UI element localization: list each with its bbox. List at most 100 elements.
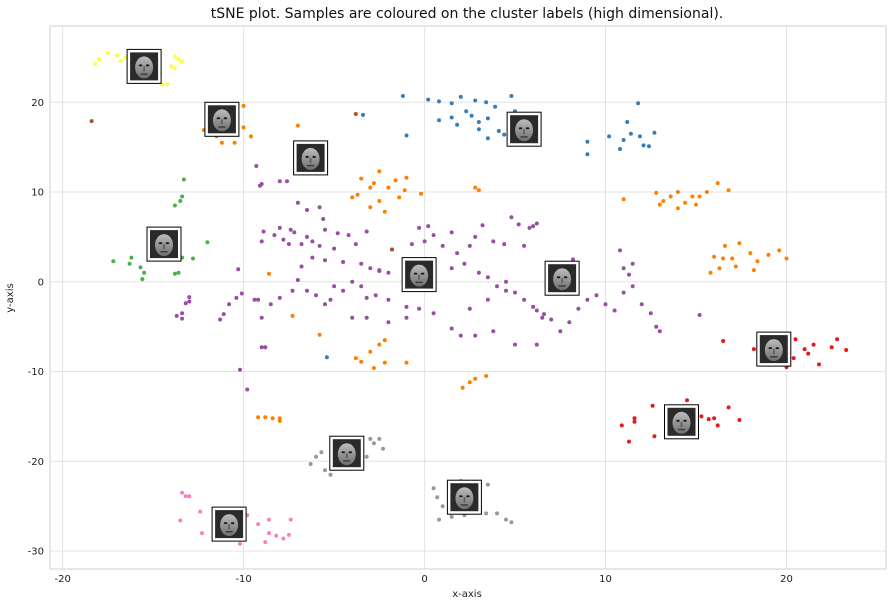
data-point-orange bbox=[359, 176, 364, 181]
data-point-purple bbox=[239, 291, 244, 296]
data-point-orange bbox=[359, 359, 364, 364]
data-point-purple bbox=[285, 179, 289, 184]
data-point-red bbox=[699, 414, 704, 419]
data-point-orange bbox=[382, 360, 387, 365]
data-point-purple bbox=[476, 270, 481, 275]
data-point-gray bbox=[371, 441, 376, 446]
face-eye-left bbox=[518, 127, 523, 130]
data-point-red bbox=[829, 345, 834, 350]
face-thumbnail bbox=[126, 48, 162, 84]
data-point-purple bbox=[549, 317, 554, 322]
data-point-orange bbox=[715, 181, 720, 186]
data-point-purple bbox=[221, 312, 226, 317]
data-point-gray bbox=[504, 517, 508, 522]
data-point-purple bbox=[252, 297, 257, 302]
data-point-orange bbox=[368, 185, 373, 190]
data-point-green bbox=[178, 199, 183, 203]
data-point-green bbox=[138, 265, 143, 270]
data-point-purple bbox=[618, 248, 622, 253]
face-mouth bbox=[558, 285, 566, 287]
data-point-purple bbox=[180, 311, 185, 316]
data-point-purple bbox=[218, 317, 223, 322]
data-point-blue bbox=[484, 100, 489, 105]
data-point-purple bbox=[467, 243, 472, 248]
data-point-green bbox=[172, 271, 177, 276]
data-points bbox=[89, 50, 849, 546]
data-point-blue bbox=[618, 147, 622, 151]
data-point-purple bbox=[431, 311, 436, 316]
y-tick-label: 0 bbox=[38, 277, 44, 288]
data-point-blue bbox=[473, 98, 478, 103]
data-point-orange bbox=[290, 313, 295, 318]
data-point-yellow bbox=[180, 59, 185, 64]
face-mouth bbox=[307, 164, 315, 167]
data-point-blue bbox=[585, 152, 590, 157]
data-point-gray bbox=[328, 472, 333, 477]
data-point-orange bbox=[368, 205, 373, 210]
data-point-purple bbox=[522, 297, 527, 302]
data-point-orange bbox=[675, 206, 680, 211]
data-point-purple bbox=[648, 311, 653, 316]
data-point-orange bbox=[419, 191, 423, 196]
data-point-pink bbox=[238, 541, 242, 546]
data-point-orange bbox=[368, 349, 373, 354]
face-nose bbox=[163, 244, 165, 250]
data-point-blue bbox=[437, 99, 441, 104]
data-point-blue bbox=[641, 143, 646, 148]
face-nose bbox=[346, 453, 348, 459]
data-point-orange bbox=[232, 140, 237, 145]
data-point-purple bbox=[404, 315, 409, 320]
data-point-purple bbox=[612, 308, 617, 313]
data-point-pink bbox=[286, 532, 291, 537]
data-point-orange bbox=[355, 192, 360, 197]
x-tick-label: 0 bbox=[421, 574, 427, 585]
data-point-purple bbox=[321, 217, 326, 221]
data-point-orange bbox=[317, 332, 322, 337]
data-point-purple bbox=[502, 242, 507, 247]
data-point-purple bbox=[426, 224, 431, 229]
data-point-red bbox=[835, 337, 840, 342]
data-point-blue bbox=[458, 94, 463, 99]
face-eye-left bbox=[138, 64, 143, 67]
data-point-purple bbox=[305, 288, 309, 293]
data-point-purple bbox=[263, 345, 268, 350]
data-point-orange bbox=[766, 252, 771, 257]
data-point-blue bbox=[496, 129, 501, 133]
data-point-purple bbox=[314, 293, 318, 298]
data-point-purple bbox=[277, 179, 282, 184]
face-nose bbox=[561, 278, 563, 284]
data-point-purple bbox=[256, 297, 261, 302]
data-point-purple bbox=[534, 342, 539, 347]
data-point-blue bbox=[628, 131, 633, 136]
y-tick-label: 20 bbox=[31, 98, 44, 109]
data-point-pink bbox=[187, 494, 192, 499]
data-point-purple bbox=[328, 297, 333, 302]
data-point-green bbox=[172, 203, 177, 208]
data-point-purple bbox=[440, 243, 445, 248]
data-point-purple bbox=[377, 268, 382, 273]
face-eye-left bbox=[413, 272, 418, 275]
data-point-gray bbox=[484, 511, 489, 516]
data-point-orange bbox=[241, 125, 246, 130]
data-point-brown bbox=[89, 119, 94, 124]
data-point-orange bbox=[777, 248, 782, 253]
data-point-purple bbox=[299, 242, 304, 247]
data-point-purple bbox=[531, 224, 536, 229]
y-tick-label: -10 bbox=[28, 367, 44, 378]
data-point-pink bbox=[256, 522, 261, 527]
data-point-orange bbox=[248, 134, 253, 139]
data-point-purple bbox=[259, 345, 264, 350]
data-point-pink bbox=[274, 533, 279, 538]
data-point-purple bbox=[534, 308, 539, 313]
face-thumbnail bbox=[146, 226, 182, 262]
data-point-orange bbox=[377, 169, 382, 174]
data-point-purple bbox=[504, 288, 508, 293]
axis-ticks: -20 -10 0 10 20 -30 -20 -10 0 10 20 bbox=[28, 98, 793, 585]
data-point-orange bbox=[473, 376, 478, 381]
data-point-gray bbox=[377, 436, 382, 441]
data-point-purple bbox=[495, 284, 499, 289]
data-point-purple bbox=[305, 208, 309, 212]
data-point-orange bbox=[484, 374, 489, 378]
data-point-orange bbox=[751, 268, 756, 273]
face-eye-right bbox=[775, 347, 780, 350]
